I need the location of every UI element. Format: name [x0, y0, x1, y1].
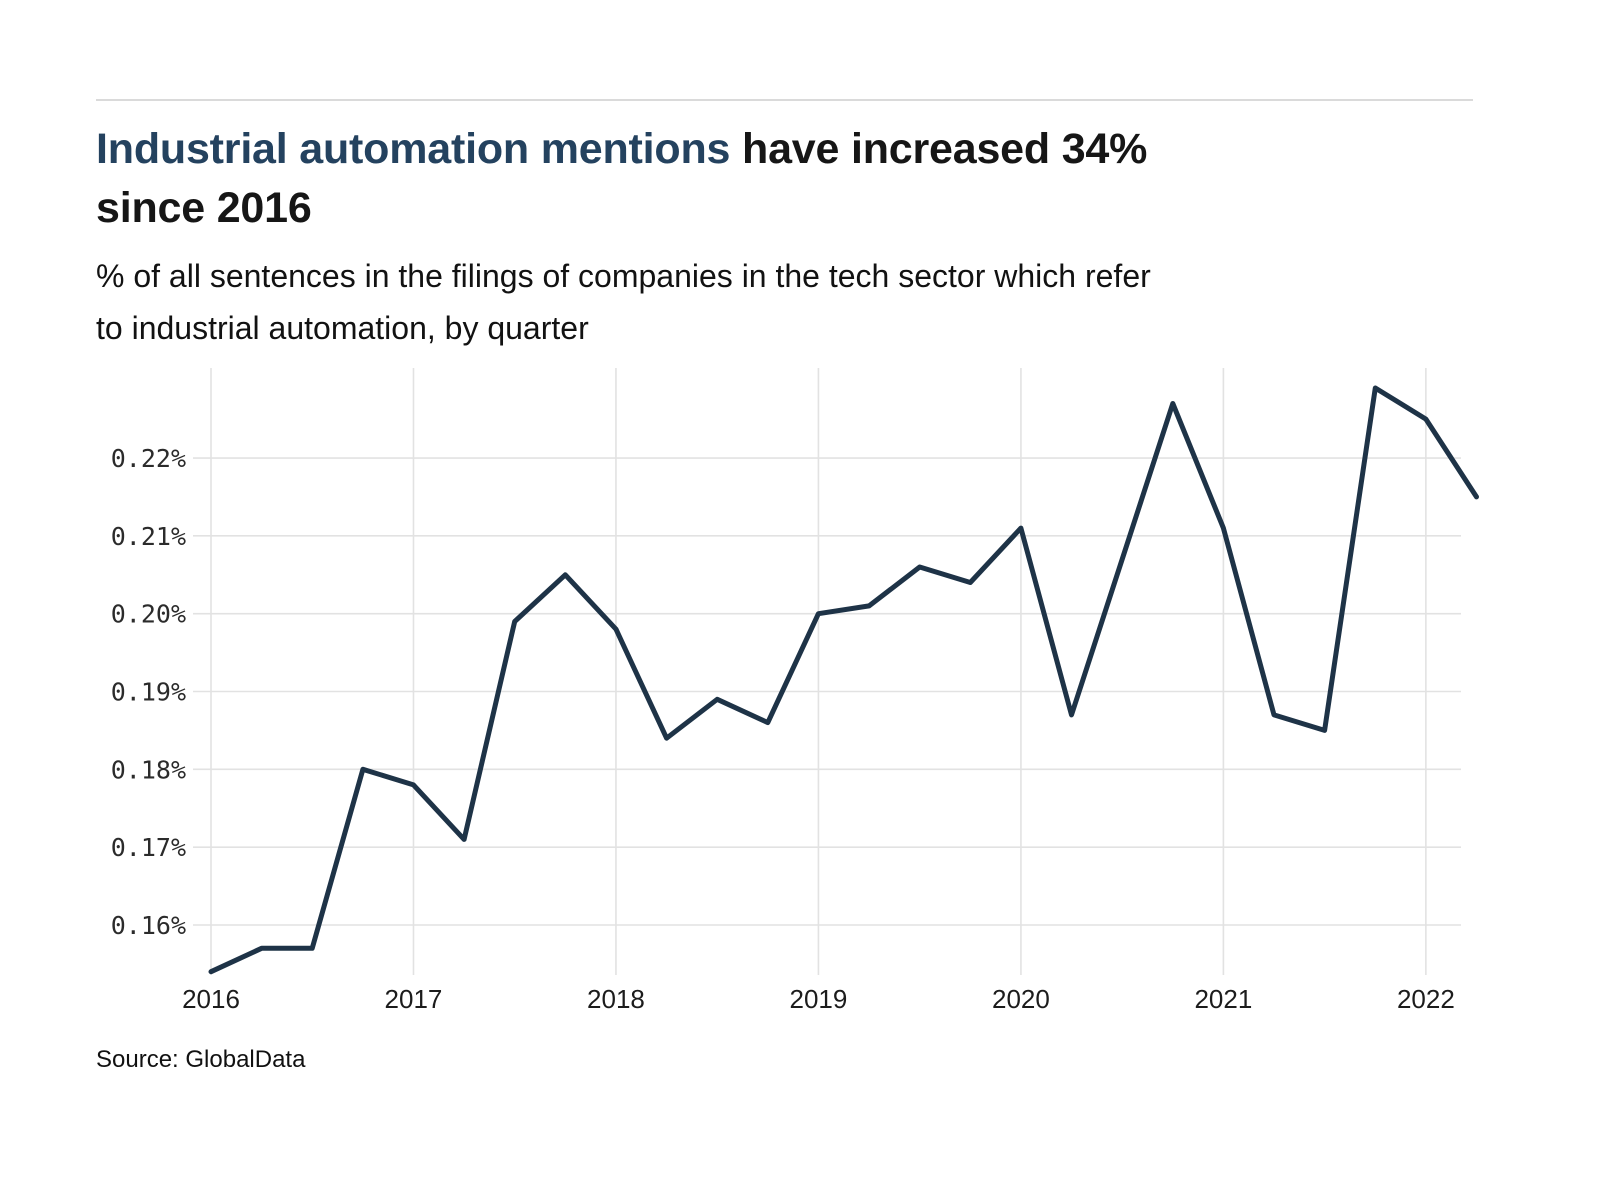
x-axis-tick-label: 2016 — [182, 984, 240, 1014]
chart-title-rest: have increased 34% — [742, 125, 1148, 173]
chart-subtitle: % of all sentences in the filings of com… — [96, 250, 1496, 354]
y-axis-tick-label: 0.19% — [111, 678, 186, 707]
source-label: Source: GlobalData — [96, 1046, 306, 1073]
y-axis-tick-label: 0.20% — [111, 600, 186, 629]
y-axis-tick-label: 0.17% — [111, 833, 186, 862]
y-axis-tick-label: 0.21% — [111, 522, 186, 551]
x-axis-tick-label: 2019 — [790, 984, 848, 1014]
y-axis-tick-label: 0.22% — [111, 444, 186, 473]
chart-subtitle-line2: to industrial automation, by quarter — [96, 310, 589, 346]
top-divider — [96, 99, 1473, 101]
x-axis-tick-label: 2018 — [587, 984, 645, 1014]
y-axis-tick-label: 0.18% — [111, 755, 186, 784]
y-axis-tick-label: 0.16% — [111, 911, 186, 940]
x-axis-tick-label: 2017 — [385, 984, 443, 1014]
chart-subtitle-line1: % of all sentences in the filings of com… — [96, 258, 1151, 294]
chart-title-line2: since 2016 — [96, 184, 312, 232]
x-axis-tick-label: 2020 — [992, 984, 1050, 1014]
chart-title: Industrial automation mentions have incr… — [96, 120, 1396, 238]
data-series-line — [208, 385, 1479, 975]
x-axis-tick-label: 2021 — [1194, 984, 1252, 1014]
chart-title-highlight: Industrial automation mentions — [96, 125, 731, 173]
x-axis-tick-label: 2022 — [1397, 984, 1455, 1014]
